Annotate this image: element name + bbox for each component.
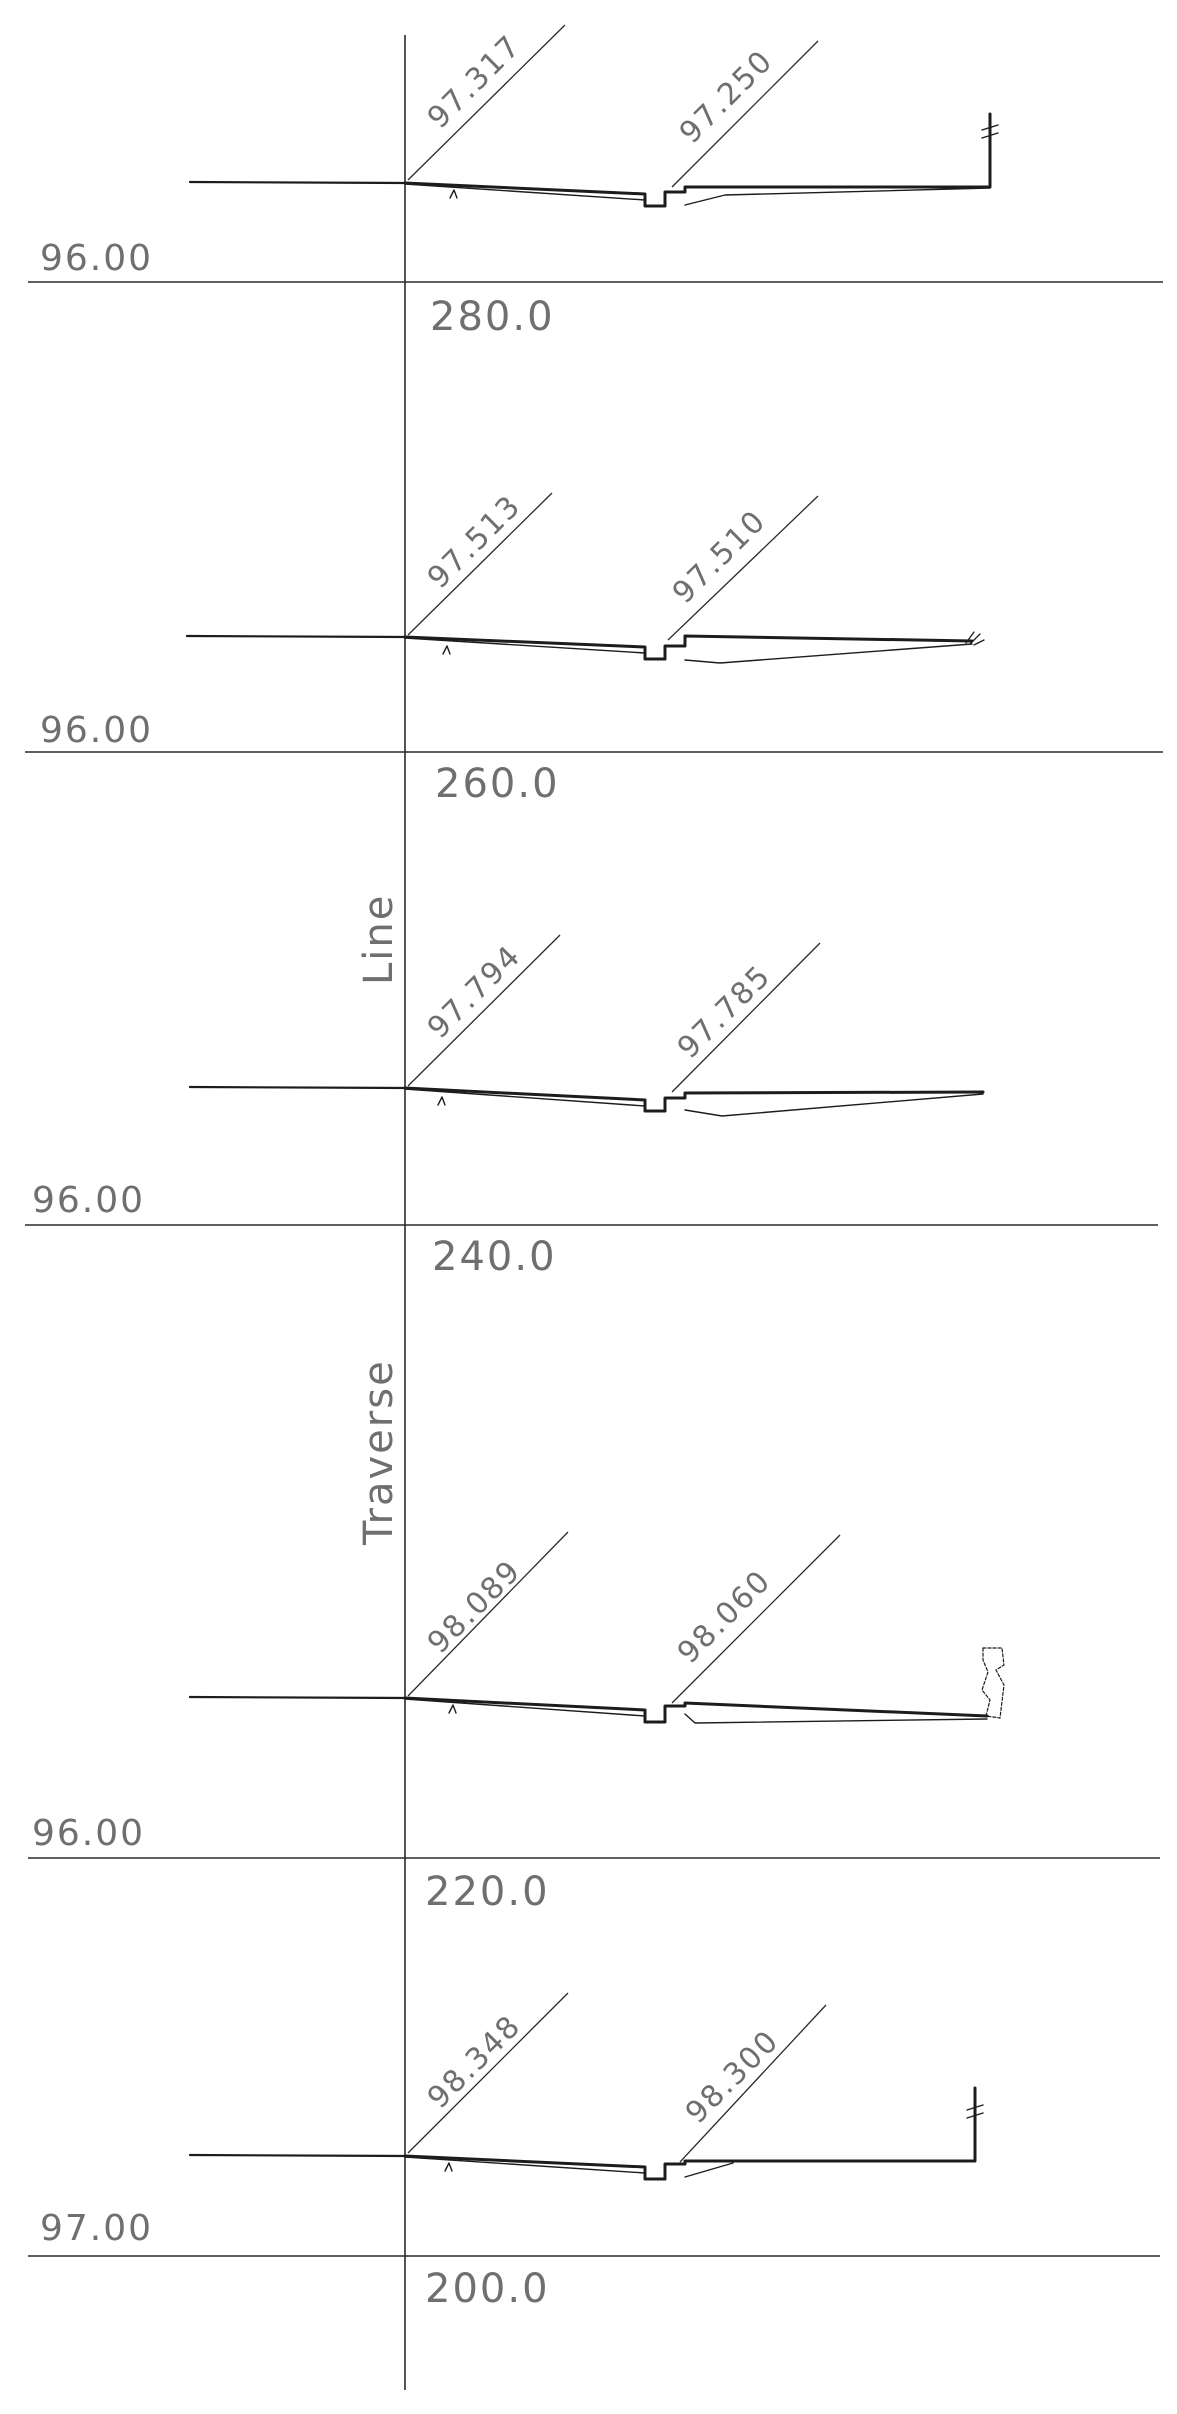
chainage-label: 220.0 [425,1869,550,1915]
section-240: 96.00 240.0 97.794 97.785 [25,934,1158,1280]
level-leader-2 [671,40,819,188]
level-label-centreline: 97.317 [421,28,528,135]
road-subgrade [404,2156,734,2178]
datum-label: 96.00 [40,238,153,279]
tick-mark [437,1096,446,1106]
level-label-channel: 98.060 [671,1563,778,1670]
grass-marker [965,631,985,646]
chainage-label: 260.0 [435,761,560,807]
level-label-channel: 98.300 [679,2023,786,2130]
road-pavement [403,112,992,208]
level-leader-1 [407,934,561,1087]
level-label-centreline: 97.794 [421,938,528,1045]
tick-mark [442,645,451,655]
natural-surface [188,2153,407,2158]
edge-marker [981,124,999,139]
level-label-centreline: 97.513 [421,488,528,595]
road-pavement [403,1696,989,1724]
level-label-channel: 97.785 [671,958,778,1065]
section-260: 96.00 260.0 97.513 97.510 [25,488,1163,807]
datum-label: 96.00 [32,1180,145,1221]
road-subgrade [404,1088,984,1117]
tick-mark [448,1704,457,1714]
datum-label: 97.00 [40,2208,153,2249]
level-label-centreline: 98.348 [421,2008,528,2115]
level-label-channel: 97.510 [666,503,773,610]
section-200: 97.00 200.0 98.348 98.300 [28,1992,1160,2312]
chainage-label: 240.0 [432,1234,557,1280]
axis-label-word-traverse: Traverse [356,1359,402,1546]
edge-marker [966,2104,984,2119]
road-subgrade [404,183,991,206]
level-leader-2 [671,1534,841,1704]
datum-label: 96.00 [40,710,153,751]
bush-marker [981,1647,1005,1719]
road-pavement [403,2086,977,2181]
section-280: 96.00 280.0 97.317 97.250 [28,24,1163,340]
natural-surface [188,1695,407,1700]
level-label-channel: 97.250 [673,43,780,150]
tick-mark [444,2162,453,2172]
level-leader-1 [407,1992,569,2154]
level-leader-1 [407,492,553,636]
road-pavement [403,634,974,661]
tick-mark [449,189,458,199]
road-subgrade [404,1698,988,1724]
level-leader-2 [667,495,819,641]
level-leader-2 [679,2004,827,2163]
natural-surface [188,180,407,185]
road-pavement [403,1086,985,1113]
level-leader-1 [407,1531,569,1697]
datum-label: 96.00 [32,1813,145,1854]
natural-surface [185,634,407,639]
level-leader-2 [671,942,821,1093]
level-label-centreline: 98.089 [421,1553,528,1660]
axis-label-word-line: Line [356,894,402,985]
natural-surface [188,1085,407,1090]
chainage-label: 280.0 [430,294,555,340]
level-leader-1 [407,24,566,181]
road-subgrade [404,637,973,664]
section-220: 96.00 220.0 98.089 98.060 [28,1531,1160,1915]
chainage-label: 200.0 [425,2266,550,2312]
